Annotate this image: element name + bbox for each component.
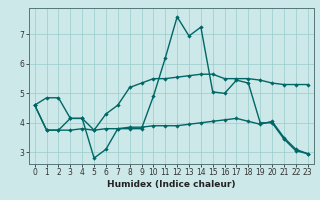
X-axis label: Humidex (Indice chaleur): Humidex (Indice chaleur): [107, 180, 236, 189]
